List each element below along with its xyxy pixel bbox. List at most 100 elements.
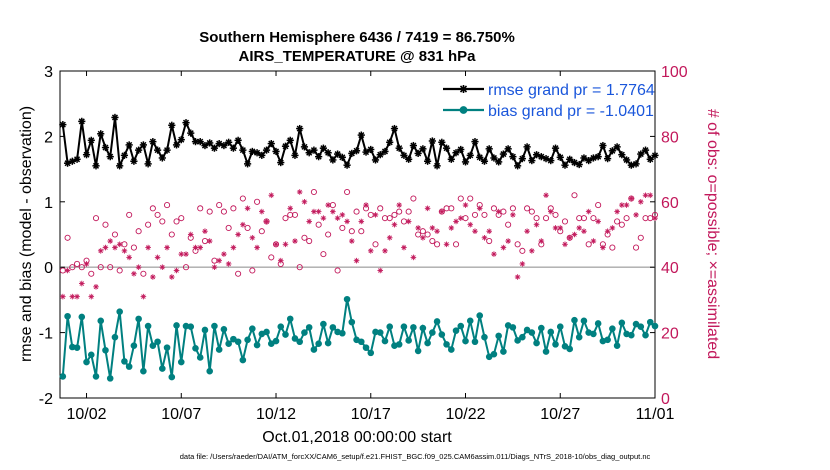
data-file-footnote: data file: /Users/raeder/DAI/ATM_forcXX/… bbox=[180, 452, 651, 461]
obs-assimilated-point bbox=[363, 202, 369, 208]
obs-assimilated-point bbox=[112, 244, 118, 251]
legend-rmse-label: rmse grand pr = 1.7764 bbox=[488, 82, 655, 99]
obs-possible-point bbox=[386, 215, 393, 222]
rmse-point bbox=[253, 149, 261, 157]
obs-assimilated-point bbox=[557, 225, 564, 231]
bias-point bbox=[310, 346, 318, 353]
bias-point bbox=[201, 326, 209, 334]
obs-possible-point bbox=[405, 208, 412, 215]
obs-assimilated-point bbox=[524, 228, 530, 235]
obs-possible-point bbox=[325, 231, 332, 238]
bias-point bbox=[343, 295, 351, 303]
obs-assimilated-point bbox=[420, 234, 426, 241]
obs-possible-point bbox=[164, 202, 171, 209]
bias-point bbox=[301, 329, 308, 336]
obs-possible-point bbox=[225, 224, 232, 232]
bias-point bbox=[433, 318, 441, 325]
bias-point bbox=[144, 322, 152, 330]
rmse-point bbox=[82, 151, 91, 159]
bias-point bbox=[476, 312, 484, 319]
obs-assimilated-point bbox=[604, 228, 611, 235]
rmse-point bbox=[163, 146, 171, 154]
rmse-point bbox=[608, 147, 616, 155]
obs-assimilated-point bbox=[116, 241, 123, 248]
rmse-point bbox=[641, 146, 650, 154]
bias-point bbox=[305, 324, 313, 331]
obs-possible-point bbox=[69, 264, 76, 271]
legend-box bbox=[440, 78, 646, 122]
bias-point bbox=[514, 337, 521, 344]
obs-assimilated-point bbox=[462, 202, 469, 208]
rmse-point bbox=[196, 138, 204, 146]
obs-possible-point bbox=[505, 221, 512, 228]
rmse-point bbox=[182, 119, 190, 127]
obs-assimilated-point bbox=[358, 218, 365, 225]
obs-possible-point bbox=[467, 195, 474, 202]
bias-point bbox=[609, 325, 616, 332]
rmse-point bbox=[419, 145, 427, 153]
rmse-point bbox=[495, 158, 503, 166]
obs-assimilated-point bbox=[306, 218, 312, 225]
bias-point bbox=[556, 323, 564, 331]
bias-point bbox=[282, 331, 289, 338]
y-tick-label: -2 bbox=[39, 391, 53, 408]
obs-possible-point bbox=[306, 237, 313, 245]
obs-assimilated-point bbox=[547, 208, 554, 215]
bias-point bbox=[414, 347, 422, 355]
obs-possible-point bbox=[182, 264, 190, 271]
obs-assimilated-point bbox=[439, 208, 445, 215]
obs-assimilated-point bbox=[652, 215, 658, 221]
obs-assimilated-point bbox=[168, 274, 175, 280]
rmse-point bbox=[225, 138, 233, 146]
bias-point bbox=[594, 320, 602, 327]
rmse-point bbox=[575, 160, 583, 169]
obs-possible-point bbox=[230, 205, 237, 212]
rmse-point bbox=[130, 157, 138, 165]
obs-assimilated-point bbox=[453, 218, 459, 225]
rmse-point bbox=[187, 129, 195, 137]
obs-assimilated-point bbox=[448, 225, 455, 231]
obs-possible-point bbox=[452, 241, 460, 248]
obs-assimilated-point bbox=[486, 228, 492, 235]
rmse-point bbox=[476, 153, 484, 161]
obs-assimilated-point bbox=[230, 244, 237, 251]
bias-point bbox=[192, 344, 199, 352]
bias-point bbox=[291, 335, 299, 342]
obs-assimilated-point bbox=[301, 199, 308, 205]
obs-possible-point bbox=[135, 228, 142, 235]
bias-point bbox=[410, 324, 417, 331]
obs-assimilated-point bbox=[415, 225, 421, 231]
rmse-point bbox=[646, 155, 654, 163]
obs-assimilated-point bbox=[377, 267, 384, 274]
obs-count-layer bbox=[59, 188, 659, 300]
obs-possible-point bbox=[561, 218, 569, 225]
bias-point bbox=[429, 329, 436, 336]
obs-possible-point bbox=[254, 198, 261, 205]
bias-point bbox=[97, 317, 105, 325]
rmse-point bbox=[599, 141, 607, 150]
rmse-point bbox=[551, 144, 560, 152]
obs-assimilated-point bbox=[74, 293, 80, 300]
bias-point bbox=[73, 344, 81, 351]
bias-point bbox=[116, 308, 123, 315]
obs-assimilated-point bbox=[619, 202, 625, 208]
bias-point bbox=[244, 336, 251, 344]
rmse-point bbox=[414, 149, 422, 158]
obs-assimilated-point bbox=[353, 257, 360, 264]
bias-point bbox=[64, 312, 71, 320]
obs-possible-point bbox=[154, 211, 161, 218]
obs-assimilated-point bbox=[273, 241, 279, 248]
y-tick-label: 3 bbox=[44, 64, 53, 81]
rmse-point bbox=[258, 151, 266, 159]
rmse-point bbox=[566, 155, 574, 163]
obs-possible-point bbox=[524, 205, 531, 212]
y-tick-label: 1 bbox=[44, 195, 53, 212]
bias-point bbox=[106, 375, 114, 382]
obs-assimilated-point bbox=[78, 280, 85, 287]
legend-bias-marker bbox=[459, 106, 468, 114]
bias-point bbox=[481, 333, 488, 341]
ticks-layer: -2 -1 0 1 2 3 0 20 40 60 80 100 10/02 10/07 10/12 10/17… bbox=[39, 64, 688, 423]
obs-assimilated-point bbox=[391, 221, 398, 228]
bias-point bbox=[613, 342, 621, 349]
rmse-point bbox=[556, 153, 564, 161]
